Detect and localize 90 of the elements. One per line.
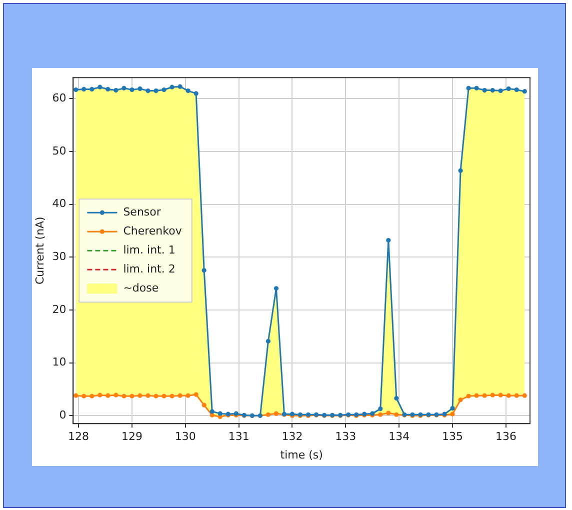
point <box>170 394 174 398</box>
point <box>106 393 110 398</box>
point <box>194 392 198 397</box>
point <box>514 87 519 92</box>
point <box>106 86 110 92</box>
point <box>498 392 503 398</box>
point <box>146 393 150 398</box>
point <box>82 86 86 92</box>
point <box>466 394 471 398</box>
point <box>450 412 455 416</box>
point <box>474 86 479 90</box>
point <box>186 393 190 398</box>
point <box>210 409 214 414</box>
point <box>122 86 126 90</box>
point <box>458 398 463 402</box>
point <box>386 410 391 416</box>
point <box>394 412 399 417</box>
point <box>266 338 271 344</box>
x-tick-label: 133 <box>335 430 356 444</box>
point <box>178 84 182 89</box>
point <box>474 393 479 398</box>
point <box>74 393 78 398</box>
point <box>506 86 511 91</box>
point <box>466 86 471 90</box>
point <box>506 393 511 398</box>
point <box>114 392 118 398</box>
x-axis-title: time (s) <box>280 448 323 462</box>
y-axis-title: Current (nA) <box>33 216 46 285</box>
point <box>394 396 399 401</box>
point <box>514 393 519 398</box>
x-tick-label: 131 <box>228 430 250 444</box>
y-tick-label: 10 <box>52 356 66 369</box>
y-tick-label: 40 <box>52 197 66 210</box>
point <box>482 393 487 398</box>
point <box>90 86 94 92</box>
point <box>194 91 198 96</box>
point <box>170 84 174 90</box>
legend-label: ~dose <box>123 281 159 294</box>
point <box>274 286 279 291</box>
point <box>130 87 134 92</box>
point <box>146 88 150 94</box>
legend-label: lim. int. 1 <box>123 243 176 256</box>
point <box>522 89 527 94</box>
point <box>154 394 158 398</box>
legend-label: Sensor <box>123 205 162 218</box>
y-tick-label: 30 <box>52 250 66 264</box>
point <box>218 411 222 416</box>
point <box>122 394 126 398</box>
point <box>378 412 383 417</box>
point <box>202 402 206 408</box>
point <box>458 168 463 173</box>
y-tick-label: 0 <box>59 408 66 422</box>
point <box>522 393 527 398</box>
legend-label: lim. int. 2 <box>123 262 176 276</box>
x-tick-label: 135 <box>442 430 464 444</box>
point <box>138 86 142 91</box>
point <box>498 88 503 94</box>
point <box>98 392 102 398</box>
y-tick-label: 50 <box>52 144 66 158</box>
y-tick-label: 60 <box>52 92 66 105</box>
point <box>490 392 495 398</box>
point <box>490 88 495 93</box>
point <box>98 84 102 90</box>
point <box>162 394 166 398</box>
point <box>482 88 487 93</box>
point <box>82 394 86 398</box>
point <box>74 87 78 92</box>
x-tick-label: 136 <box>495 430 516 444</box>
x-tick-label: 128 <box>68 430 90 444</box>
point <box>202 268 206 273</box>
point <box>210 412 214 418</box>
x-tick-label: 134 <box>388 430 410 444</box>
point <box>114 88 118 93</box>
point <box>154 88 158 94</box>
legend-label: Cherenkov <box>123 224 182 238</box>
point <box>90 394 94 398</box>
x-tick-label: 132 <box>282 430 303 444</box>
y-tick-label: 20 <box>52 302 66 316</box>
point <box>186 88 190 94</box>
point <box>274 411 279 416</box>
point <box>378 406 383 412</box>
point <box>162 87 166 92</box>
point <box>450 406 455 411</box>
x-tick-label: 130 <box>174 430 196 444</box>
x-tick-label: 129 <box>121 430 142 444</box>
point <box>138 393 142 398</box>
point <box>178 393 182 398</box>
point <box>130 394 134 398</box>
point <box>386 238 391 243</box>
point <box>266 412 271 417</box>
